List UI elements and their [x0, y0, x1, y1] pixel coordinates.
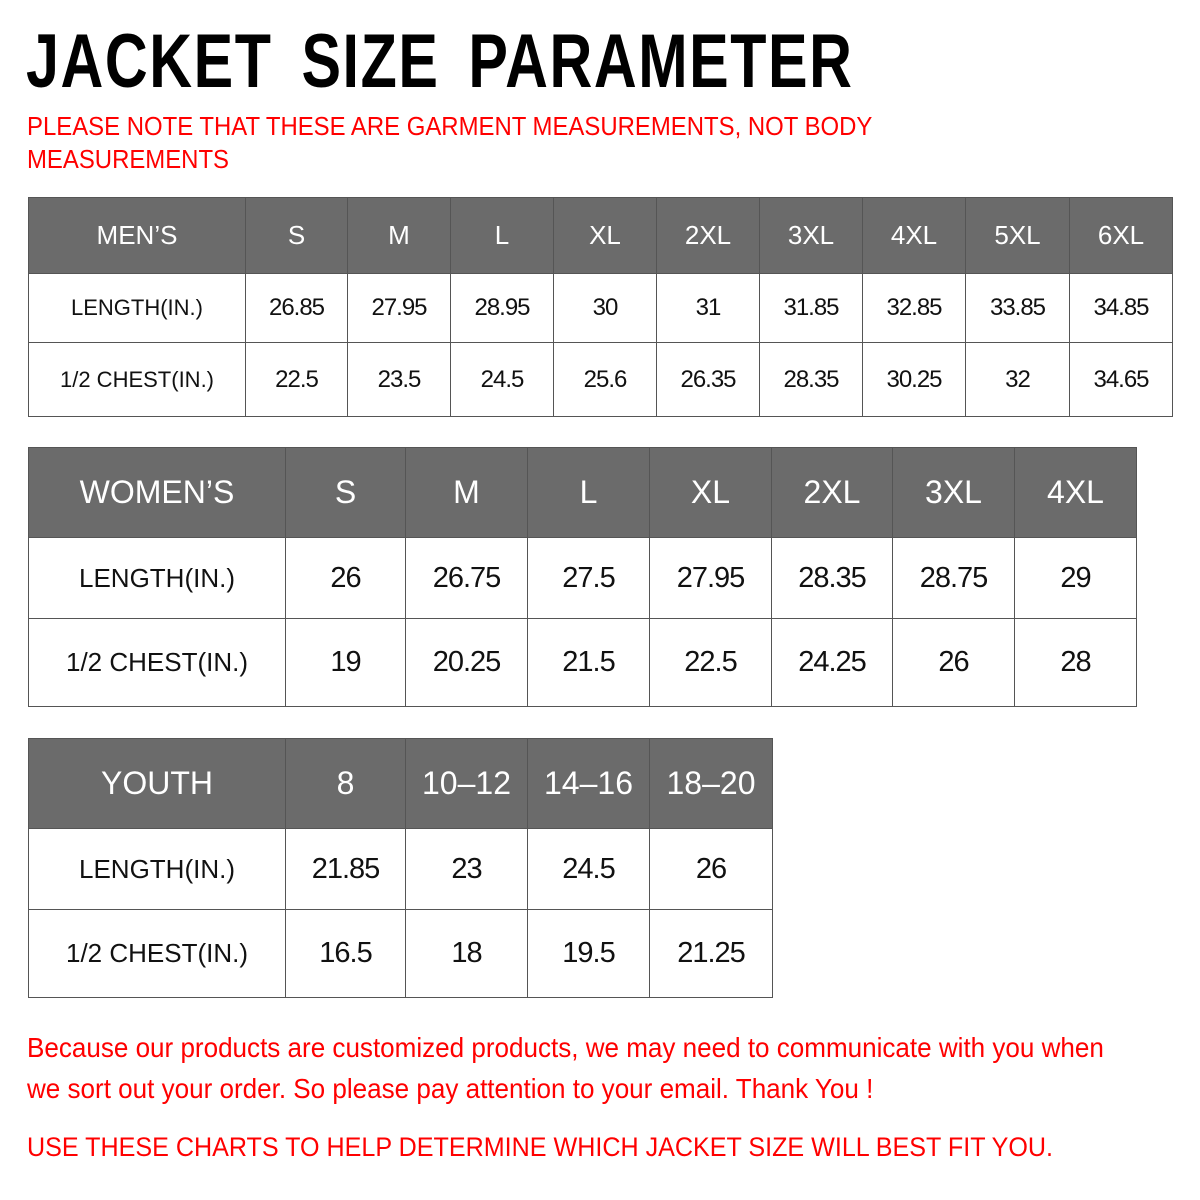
size-header: 14–16: [527, 738, 650, 829]
measurement-label: 1/2 CHEST(IN.): [28, 342, 246, 417]
measurement-value: 26.85: [245, 273, 348, 343]
measurement-value: 16.5: [285, 909, 406, 998]
measurement-value: 24.25: [771, 618, 893, 707]
size-header: 8: [285, 738, 406, 829]
table-row: LENGTH(IN.) 26.85 27.95 28.95 30 31 31.85 32.85…: [28, 273, 1173, 343]
mens-size-table: MEN’S S M L XL 2XL 3XL 4XL 5XL 6XL LENGTH(IN.) 26.8…: [28, 197, 1173, 417]
measurement-value: 27.95: [347, 273, 451, 343]
measurement-value: 28.95: [450, 273, 554, 343]
measurement-value: 30: [553, 273, 657, 343]
header-row: WOMEN’S S M L XL 2XL 3XL 4XL: [28, 447, 1137, 538]
table-row: LENGTH(IN.) 26 26.75 27.5 27.95 28.35 28.75 29: [28, 537, 1137, 619]
measurement-value: 24.5: [450, 342, 554, 417]
measurement-label: 1/2 CHEST(IN.): [28, 909, 286, 998]
measurement-value: 34.65: [1069, 342, 1173, 417]
measurement-value: 31: [656, 273, 760, 343]
header-row: YOUTH 8 10–12 14–16 18–20: [28, 738, 773, 829]
size-header: S: [245, 197, 348, 274]
measurement-value: 32.85: [862, 273, 966, 343]
measurement-value: 21.5: [527, 618, 650, 707]
size-header: M: [405, 447, 528, 538]
measurement-label: 1/2 CHEST(IN.): [28, 618, 286, 707]
measurement-value: 22.5: [649, 618, 772, 707]
measurement-value: 23.5: [347, 342, 451, 417]
measurement-value: 24.5: [527, 828, 650, 910]
size-header: 4XL: [862, 197, 966, 274]
measurement-value: 21.85: [285, 828, 406, 910]
fit-advice: USE THESE CHARTS TO HELP DETERMINE WHICH…: [27, 1132, 1054, 1162]
measurement-value: 34.85: [1069, 273, 1173, 343]
size-header: S: [285, 447, 406, 538]
size-header: 6XL: [1069, 197, 1173, 274]
measurement-value: 27.5: [527, 537, 650, 619]
measurement-value: 26: [649, 828, 773, 910]
category-header: YOUTH: [28, 738, 286, 829]
measurement-value: 28.35: [771, 537, 893, 619]
measurement-value: 28.75: [892, 537, 1015, 619]
table-row: 1/2 CHEST(IN.) 19 20.25 21.5 22.5 24.25 26 28: [28, 618, 1137, 707]
size-header: L: [450, 197, 554, 274]
measurement-value: 25.6: [553, 342, 657, 417]
category-header: WOMEN’S: [28, 447, 286, 538]
size-header: XL: [553, 197, 657, 274]
measurement-value: 26.35: [656, 342, 760, 417]
size-header: 3XL: [759, 197, 863, 274]
measurement-value: 29: [1014, 537, 1137, 619]
measurement-value: 32: [965, 342, 1070, 417]
header-row: MEN’S S M L XL 2XL 3XL 4XL 5XL 6XL: [28, 197, 1173, 274]
customization-message: Because our products are customized prod…: [27, 1032, 1104, 1104]
table-row: 1/2 CHEST(IN.) 22.5 23.5 24.5 25.6 26.35 28.35…: [28, 342, 1173, 417]
measurement-label: LENGTH(IN.): [28, 273, 246, 343]
measurement-label: LENGTH(IN.): [28, 537, 286, 619]
measurement-value: 18: [405, 909, 528, 998]
category-header: MEN’S: [28, 197, 246, 274]
measurement-value: 22.5: [245, 342, 348, 417]
page-title: JACKET SIZE PARAMETER: [26, 19, 854, 104]
size-header: XL: [649, 447, 772, 538]
measurement-value: 26.75: [405, 537, 528, 619]
size-header: 4XL: [1014, 447, 1137, 538]
measurement-value: 33.85: [965, 273, 1070, 343]
measurement-value: 31.85: [759, 273, 863, 343]
size-header: 10–12: [405, 738, 528, 829]
measurement-value: 28: [1014, 618, 1137, 707]
measurement-value: 19.5: [527, 909, 650, 998]
measurement-value: 19: [285, 618, 406, 707]
size-header: 2XL: [771, 447, 893, 538]
youth-size-table: YOUTH 8 10–12 14–16 18–20 LENGTH(IN.) 21.85 23 2…: [28, 738, 773, 998]
size-header: M: [347, 197, 451, 274]
size-header: 2XL: [656, 197, 760, 274]
table-row: 1/2 CHEST(IN.) 16.5 18 19.5 21.25: [28, 909, 773, 998]
measurement-value: 28.35: [759, 342, 863, 417]
measurement-value: 23: [405, 828, 528, 910]
size-header: 18–20: [649, 738, 773, 829]
table-row: LENGTH(IN.) 21.85 23 24.5 26: [28, 828, 773, 910]
size-header: L: [527, 447, 650, 538]
measurement-value: 27.95: [649, 537, 772, 619]
measurement-label: LENGTH(IN.): [28, 828, 286, 910]
womens-size-table: WOMEN’S S M L XL 2XL 3XL 4XL LENGTH(IN.) 26 26.75 2…: [28, 447, 1137, 707]
measurement-value: 20.25: [405, 618, 528, 707]
measurement-value: 21.25: [649, 909, 773, 998]
measurement-value: 30.25: [862, 342, 966, 417]
measurement-value: 26: [285, 537, 406, 619]
measurement-value: 26: [892, 618, 1015, 707]
garment-measurement-note: PLEASE NOTE THAT THESE ARE GARMENT MEASU…: [27, 111, 872, 174]
size-header: 5XL: [965, 197, 1070, 274]
size-header: 3XL: [892, 447, 1015, 538]
